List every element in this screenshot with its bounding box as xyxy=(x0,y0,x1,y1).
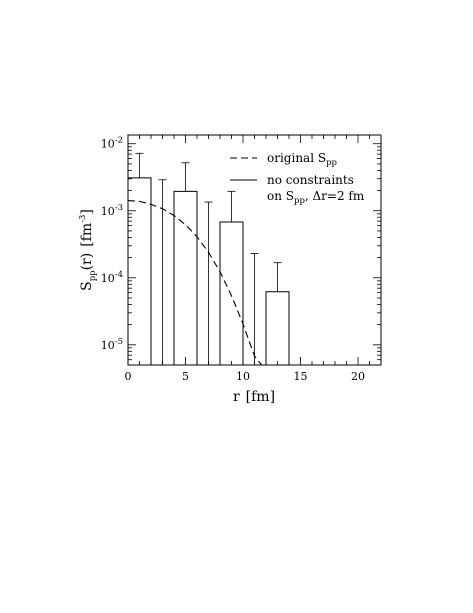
x-tick-label: 15 xyxy=(294,370,308,383)
dashed-curve-series xyxy=(128,200,263,365)
histogram-bar xyxy=(219,221,244,365)
y-tick-label: 10-2 xyxy=(101,136,123,151)
y-tick-labels: 10-5 10-4 10-3 10-2 xyxy=(101,136,123,352)
legend-label-no-constraints-line2: on Spp, Δr=2 fm xyxy=(267,189,365,206)
error-bars xyxy=(135,152,282,365)
axis-ticks xyxy=(127,135,382,365)
x-tick-label: 5 xyxy=(182,370,189,383)
y-tick-label: 10-4 xyxy=(101,270,123,285)
histogram-bar xyxy=(265,291,290,365)
legend-label-no-constraints-line1: no constraints xyxy=(267,173,354,187)
curve-original-spp xyxy=(128,200,263,365)
y-tick-label: 10-5 xyxy=(101,337,123,352)
legend-label-original: original Spp xyxy=(267,151,338,168)
histogram-bar xyxy=(128,177,152,365)
x-tick-label: 0 xyxy=(125,370,132,383)
histogram-bar xyxy=(173,190,198,365)
x-tick-label: 20 xyxy=(351,370,365,383)
x-tick-label: 10 xyxy=(236,370,250,383)
y-axis-title: Spp(r)[fm-3] xyxy=(78,209,98,291)
x-axis-title: r [fm] xyxy=(233,389,275,405)
x-tick-labels: 0 5 10 15 20 xyxy=(125,370,366,383)
y-tick-label: 10-3 xyxy=(101,203,123,218)
legend: original Spp no constraints on Spp, Δr=2… xyxy=(230,151,365,206)
